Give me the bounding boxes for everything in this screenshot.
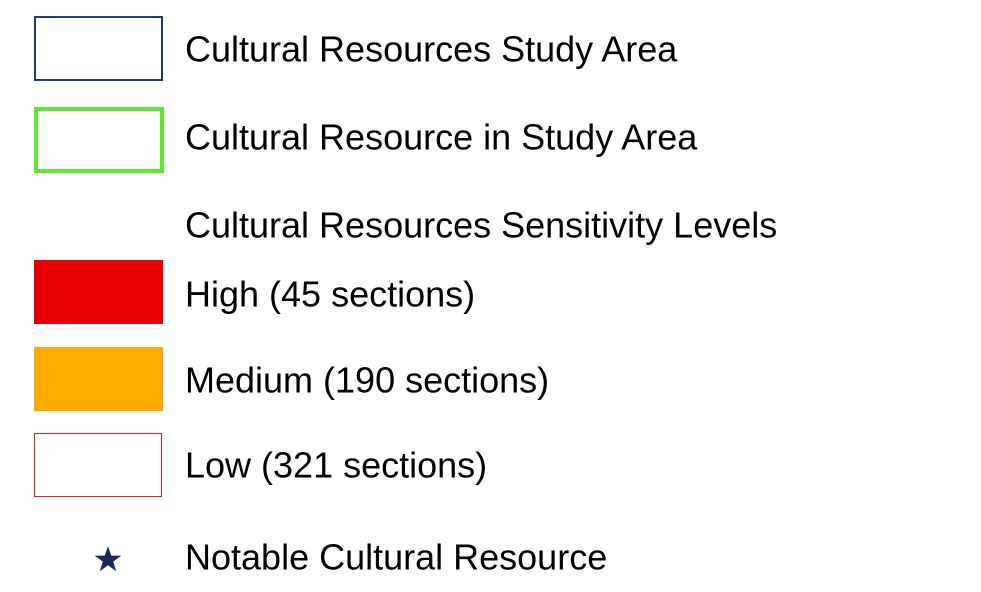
resource-swatch — [34, 107, 164, 173]
medium-swatch — [34, 347, 163, 411]
star-icon — [94, 546, 122, 572]
high-swatch — [34, 260, 163, 324]
legend-heading: Cultural Resources Sensitivity Levels — [185, 205, 777, 246]
study-area-swatch — [34, 16, 163, 81]
legend-label: Cultural Resources Study Area — [185, 29, 678, 70]
legend-label: Low (321 sections) — [185, 445, 487, 486]
low-swatch — [34, 433, 162, 497]
legend-label: Notable Cultural Resource — [185, 537, 607, 578]
legend-label: High (45 sections) — [185, 274, 475, 315]
legend-label: Cultural Resource in Study Area — [185, 117, 698, 158]
legend-label: Medium (190 sections) — [185, 360, 549, 401]
